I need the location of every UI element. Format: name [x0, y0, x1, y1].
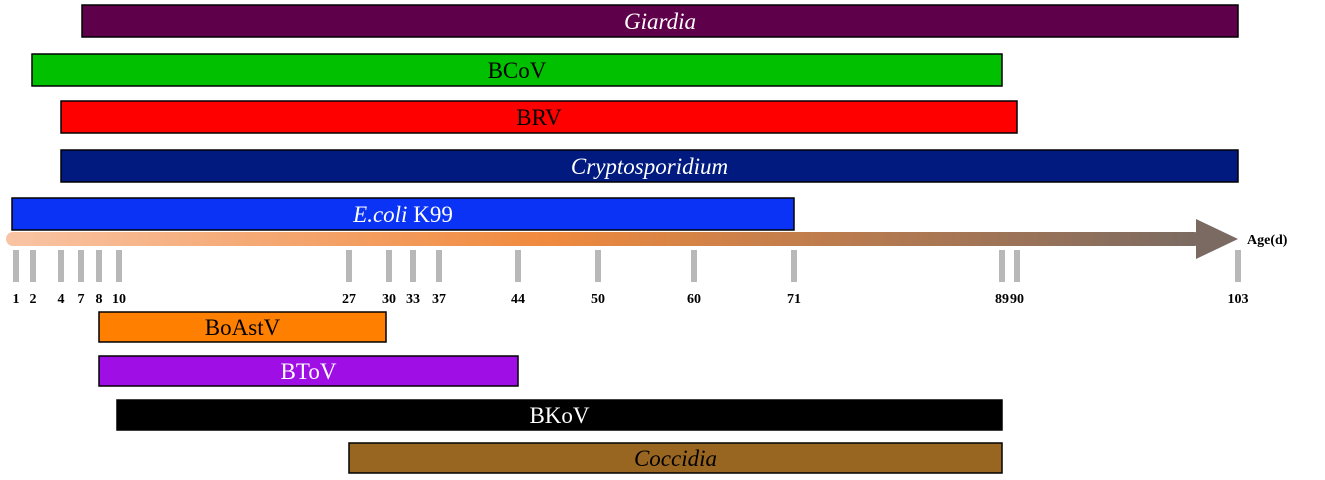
- tick-label: 4: [58, 292, 65, 307]
- bar-giardia-label: Giardia: [624, 9, 696, 34]
- tick-mark: [96, 250, 102, 282]
- tick-mark: [515, 250, 521, 282]
- tick-label: 44: [511, 292, 525, 307]
- bar-bkov-rect: [116, 399, 1003, 431]
- tick-label: 37: [432, 292, 446, 307]
- bar-giardia-label-part: Giardia: [624, 9, 696, 34]
- age-axis-arrowhead: [1196, 219, 1238, 259]
- bar-bcov-rect: [31, 53, 1003, 87]
- bar-boastv-rect: [98, 311, 387, 343]
- age-axis-label: Age(d): [1247, 233, 1288, 248]
- tick-mark: [791, 250, 797, 282]
- bar-bcov-label: BCoV: [488, 58, 547, 83]
- tick-label: 33: [406, 292, 420, 307]
- tick-mark: [386, 250, 392, 282]
- tick-label: 8: [96, 292, 103, 307]
- age-ticks: 1 2 4 7 8 10 27 30 33 37 44 50 60 71 89 90 103: [13, 250, 1249, 307]
- tick-label: 1: [13, 292, 20, 307]
- bar-giardia: Giardia: [81, 4, 1239, 38]
- tick-label: 71: [787, 292, 801, 307]
- bar-cryptosporidium-label: Cryptosporidium: [571, 154, 728, 179]
- tick-label: 103: [1228, 292, 1249, 307]
- tick-mark: [116, 250, 122, 282]
- tick-mark: [691, 250, 697, 282]
- tick-mark: [1235, 250, 1241, 282]
- bar-boastv-label-part: BoAstV: [205, 315, 281, 340]
- bar-e-coli-k99-label: E.coli K99: [352, 202, 453, 227]
- bar-btov-label-part: BToV: [281, 359, 337, 384]
- bar-e-coli-k99-label-part: E.coli: [352, 202, 407, 227]
- bar-coccidia: Coccidia: [348, 442, 1003, 474]
- tick-mark: [346, 250, 352, 282]
- tick-label: 89: [995, 292, 1009, 307]
- bar-bcov-label-part: BCoV: [488, 58, 547, 83]
- bar-bkov: BKoV: [116, 399, 1003, 431]
- bar-boastv-label: BoAstV: [205, 315, 281, 340]
- bar-cryptosporidium: Cryptosporidium: [60, 149, 1239, 183]
- tick-mark: [1014, 250, 1020, 282]
- bar-bcov: BCoV: [31, 53, 1003, 87]
- tick-mark: [999, 250, 1005, 282]
- tick-mark: [436, 250, 442, 282]
- bar-btov: BToV: [98, 355, 519, 387]
- tick-mark: [410, 250, 416, 282]
- bar-cryptosporidium-rect: [60, 149, 1239, 183]
- bar-coccidia-label-part: Coccidia: [634, 446, 717, 471]
- age-axis-shaft: [6, 232, 1201, 246]
- bar-e-coli-k99: E.coli K99: [11, 197, 795, 231]
- bar-coccidia-rect: [348, 442, 1003, 474]
- tick-mark: [30, 250, 36, 282]
- tick-mark: [78, 250, 84, 282]
- tick-mark: [58, 250, 64, 282]
- bar-coccidia-label: Coccidia: [634, 446, 717, 471]
- bar-btov-rect: [98, 355, 519, 387]
- tick-label: 2: [30, 292, 37, 307]
- bar-brv-rect: [60, 100, 1018, 134]
- bar-brv-label-part: BRV: [516, 105, 562, 130]
- bar-e-coli-k99-rect: [11, 197, 795, 231]
- tick-mark: [13, 250, 19, 282]
- bar-brv-label: BRV: [516, 105, 562, 130]
- tick-label: 27: [342, 292, 356, 307]
- tick-label: 10: [112, 292, 126, 307]
- tick-label: 90: [1010, 292, 1024, 307]
- bar-e-coli-k99-label-part: K99: [407, 202, 452, 227]
- tick-label: 30: [382, 292, 396, 307]
- bar-brv: BRV: [60, 100, 1018, 134]
- tick-mark: [595, 250, 601, 282]
- bars-above: Giardia BCoV BRV Cryptosporidium E.coli K99: [11, 4, 1239, 231]
- tick-label: 50: [591, 292, 605, 307]
- bar-btov-label: BToV: [281, 359, 337, 384]
- bar-bkov-label-part: BKoV: [529, 403, 589, 428]
- tick-label: 60: [687, 292, 701, 307]
- bar-boastv: BoAstV: [98, 311, 387, 343]
- bar-cryptosporidium-label-part: Cryptosporidium: [571, 154, 728, 179]
- age-axis: Age(d): [6, 219, 1288, 259]
- bar-bkov-label: BKoV: [529, 403, 589, 428]
- bar-giardia-rect: [81, 4, 1239, 38]
- tick-label: 7: [78, 292, 85, 307]
